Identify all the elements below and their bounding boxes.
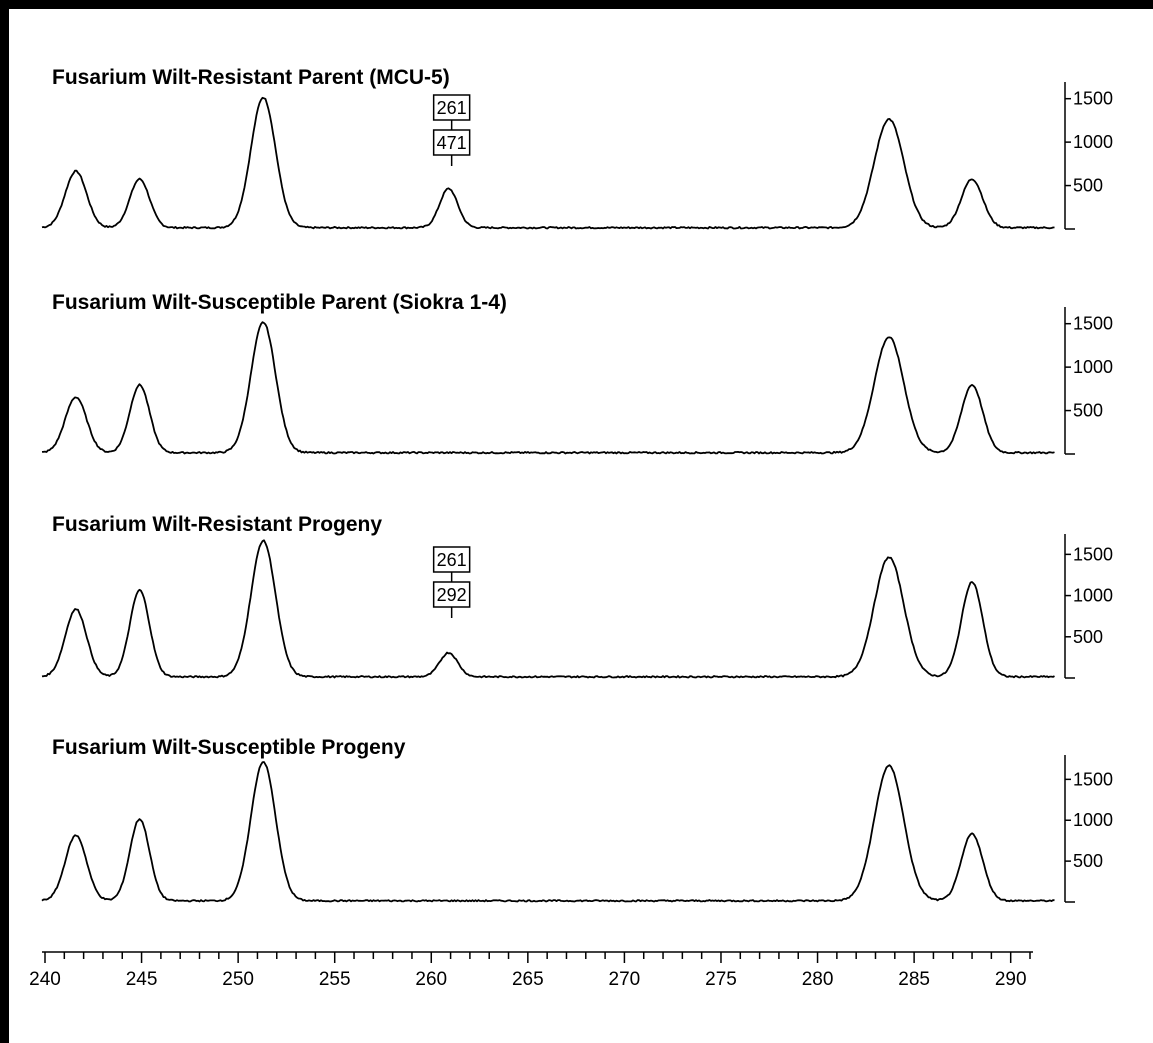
x-tick-label: 250 xyxy=(222,969,254,990)
panel-2: Fusarium Wilt-Susceptible Parent (Siokra… xyxy=(41,291,1113,455)
x-tick-label: 240 xyxy=(29,969,61,990)
peak-annotation: 261 292 xyxy=(432,546,471,618)
panel-title: Fusarium Wilt-Susceptible Parent (Siokra… xyxy=(52,291,507,314)
x-tick-label: 280 xyxy=(802,969,834,990)
trace-line xyxy=(41,321,1055,455)
annotation-box xyxy=(432,94,471,121)
panels-group: Fusarium Wilt-Resistant Parent (MCU-5) 50… xyxy=(41,66,1113,903)
y-tick-label: 1500 xyxy=(1073,314,1113,334)
x-tick-label: 270 xyxy=(609,969,641,990)
annotation-box xyxy=(432,581,471,608)
y-tick-label: 1000 xyxy=(1073,132,1113,152)
x-tick-label: 245 xyxy=(126,969,158,990)
panel-title: Fusarium Wilt-Resistant Progeny xyxy=(52,513,382,536)
trace-line xyxy=(41,539,1055,679)
y-tick-label: 500 xyxy=(1073,851,1103,871)
trace-line xyxy=(41,96,1055,230)
trace-line xyxy=(41,761,1055,903)
y-tick-label: 1500 xyxy=(1073,89,1113,109)
y-tick-label: 1500 xyxy=(1073,544,1113,564)
y-tick-label: 500 xyxy=(1073,176,1103,196)
y-tick-label: 500 xyxy=(1073,401,1103,421)
annotation-size-label: 261 xyxy=(437,550,467,570)
annotation-height-label: 292 xyxy=(437,585,467,605)
panel-title: Fusarium Wilt-Resistant Parent (MCU-5) xyxy=(52,66,450,89)
y-tick-label: 1000 xyxy=(1073,357,1113,377)
x-tick-label: 260 xyxy=(415,969,447,990)
panel-title: Fusarium Wilt-Susceptible Progeny xyxy=(52,736,406,759)
x-tick-label: 265 xyxy=(512,969,544,990)
x-axis: 240 245 250 255 260 265 270 275 280 285 290 xyxy=(29,951,1033,990)
y-tick-label: 1500 xyxy=(1073,769,1113,789)
x-tick-label: 255 xyxy=(319,969,351,990)
peak-annotation: 261 471 xyxy=(432,94,471,166)
annotation-size-label: 261 xyxy=(437,98,467,118)
panel-1: Fusarium Wilt-Resistant Parent (MCU-5) 50… xyxy=(41,66,1113,230)
x-tick-label: 290 xyxy=(995,969,1027,990)
annotation-box xyxy=(432,546,471,573)
annotation-height-label: 471 xyxy=(437,133,467,153)
panel-3: Fusarium Wilt-Resistant Progeny 500 1000 15… xyxy=(41,513,1113,679)
y-tick-label: 1000 xyxy=(1073,586,1113,606)
x-tick-label: 275 xyxy=(705,969,737,990)
x-tick-label: 285 xyxy=(898,969,930,990)
annotation-box xyxy=(432,129,471,156)
panel-4: Fusarium Wilt-Susceptible Progeny 500 1000… xyxy=(41,736,1113,903)
y-tick-label: 500 xyxy=(1073,627,1103,647)
y-tick-label: 1000 xyxy=(1073,810,1113,830)
